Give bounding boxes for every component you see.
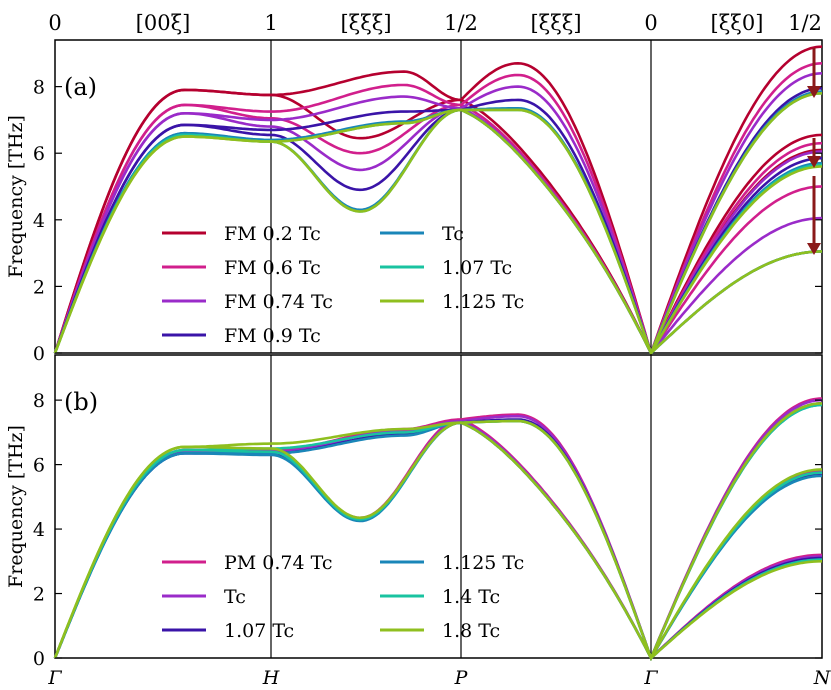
shift-arrow-head [807, 156, 821, 168]
y-tick-label: 6 [33, 455, 45, 477]
x-tick-label: Γ [47, 667, 62, 689]
shift-arrow-head [807, 243, 821, 255]
legend-label: 1.125 Tc [442, 552, 524, 574]
series-line [650, 560, 822, 659]
series-line [650, 555, 822, 659]
top-q-label: [ξξξ] [340, 11, 391, 35]
shift-arrow-head [807, 86, 821, 98]
series-line [53, 92, 823, 357]
y-tick-label: 8 [33, 77, 45, 99]
legend-label: 1.8 Tc [442, 620, 500, 642]
legend-label: 1.07 Tc [442, 257, 512, 279]
legend-label: Tc [442, 223, 464, 245]
panel-b-label: (b) [64, 388, 98, 416]
legend-label: Tc [224, 586, 246, 608]
panel-a-legend: FM 0.2 Tc FM 0.6 Tc FM 0.74 Tc FM 0.9 Tc Tc 1… [162, 223, 524, 347]
panel-b-y-ticks: 0 2 4 6 8 [33, 390, 822, 670]
series-fm-0-74-tc [53, 72, 823, 357]
shift-arrows [807, 48, 821, 255]
series-tc [53, 398, 823, 662]
panel-b-series [53, 397, 823, 662]
y-tick-label: 0 [33, 343, 45, 365]
top-q-label: [00ξ] [136, 11, 191, 35]
series-1-125-tc [53, 92, 823, 357]
series-line [650, 558, 822, 659]
top-q-label: [ξξξ] [530, 11, 581, 35]
series-line [53, 61, 823, 357]
panel-a-y-ticks: 0 2 4 6 8 [33, 77, 822, 365]
y-tick-label: 4 [33, 210, 45, 232]
series-line [53, 62, 823, 357]
series-line [53, 108, 823, 357]
series-1-8-tc [53, 402, 823, 662]
y-tick-label: 8 [33, 390, 45, 412]
y-tick-label: 2 [33, 276, 45, 298]
panel-b-y-axis-label: Frequency [THz] [5, 425, 27, 588]
series-line [53, 85, 823, 357]
top-q-label: 1 [264, 11, 277, 35]
panel-a-vertical-lines [270, 40, 652, 353]
panel-a-label: (a) [64, 73, 97, 101]
legend-label: FM 0.6 Tc [224, 257, 321, 279]
x-tick-label: P [454, 667, 469, 689]
panel-a-frame [54, 39, 823, 354]
top-q-label: 0 [644, 11, 657, 35]
legend-label: FM 0.2 Tc [224, 223, 321, 245]
legend-label: FM 0.9 Tc [224, 325, 321, 347]
panel-b: 0 2 4 6 8 (b) Frequency [THz] PM 0.74 Tc Tc 1.… [5, 354, 831, 689]
series-line [53, 419, 822, 662]
series-line [53, 73, 823, 357]
series-line [53, 108, 822, 357]
x-tick-label: Γ [643, 667, 658, 689]
top-q-labels: 0 [00ξ] 1 [ξξξ] 1/2 [ξξξ] 0 [ξξ0] 1/2 [48, 11, 822, 35]
series-line [53, 419, 823, 662]
series-line [53, 107, 823, 357]
y-tick-label: 2 [33, 584, 45, 606]
legend-label: 1.4 Tc [442, 586, 500, 608]
panel-a-y-axis-label: Frequency [THz] [5, 115, 27, 278]
top-q-label: 1/2 [788, 11, 822, 35]
y-tick-label: 0 [33, 648, 45, 670]
panel-b-legend: PM 0.74 Tc Tc 1.07 Tc 1.125 Tc 1.4 Tc 1.8 Tc [162, 552, 524, 642]
top-q-label: 1/2 [444, 11, 478, 35]
legend-label: PM 0.74 Tc [224, 552, 332, 574]
panel-b-frame [54, 354, 823, 659]
series-line [650, 556, 822, 659]
series-line [649, 185, 823, 354]
y-tick-label: 6 [33, 143, 45, 165]
series-line [53, 397, 823, 662]
legend-label: 1.07 Tc [224, 620, 294, 642]
legend-label: 1.125 Tc [442, 291, 524, 313]
series-fm-0-2-tc [53, 45, 823, 357]
series-fm-0-9-tc [53, 87, 823, 357]
series-fm-0-6-tc [53, 62, 823, 357]
top-q-label: [ξξ0] [711, 11, 764, 35]
series-line [650, 558, 822, 659]
series-line [53, 398, 823, 662]
series-line [650, 553, 822, 659]
series-line [53, 402, 822, 662]
panel-b-vertical-lines [270, 355, 652, 658]
x-tick-label: H [262, 667, 280, 689]
legend-label: FM 0.74 Tc [224, 291, 333, 313]
series-line [649, 216, 823, 354]
x-tick-label: N [813, 667, 831, 689]
panel-a-series [53, 45, 823, 357]
series-line [650, 250, 823, 354]
y-tick-label: 4 [33, 519, 45, 541]
top-q-label: 0 [48, 11, 61, 35]
series-pm-0-74-tc [53, 397, 823, 662]
